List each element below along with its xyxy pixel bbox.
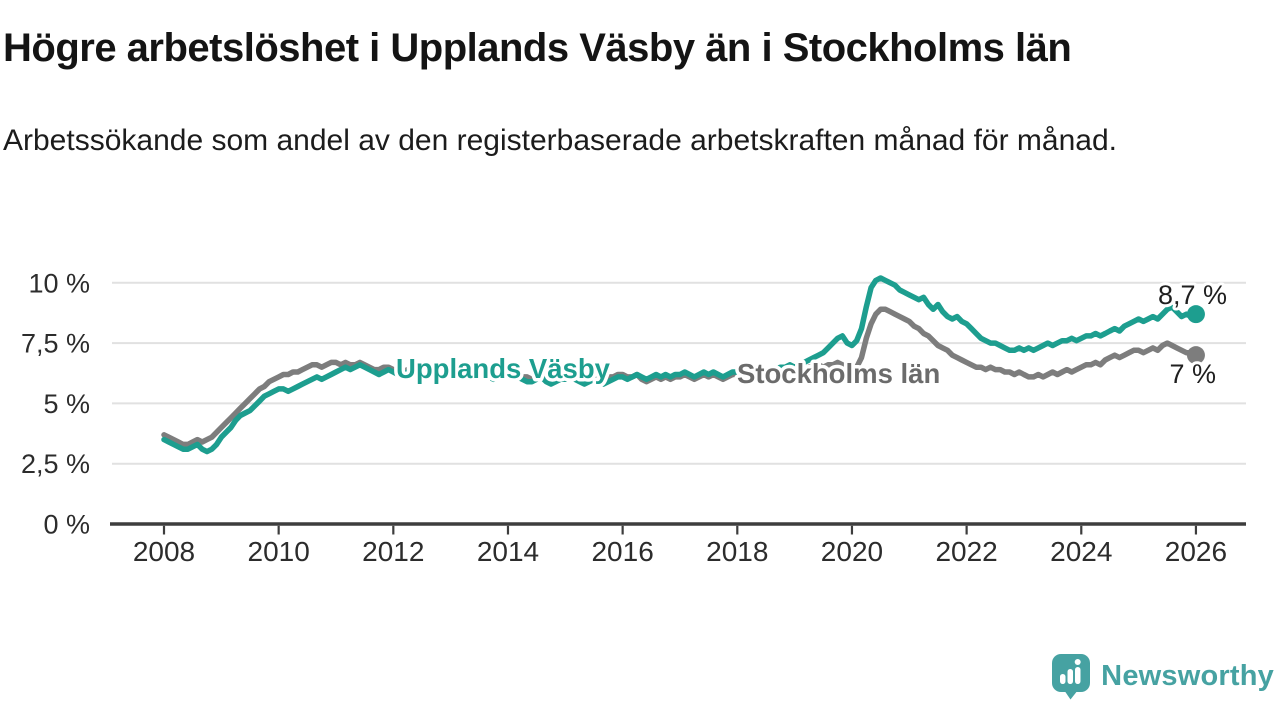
x-axis-tick-label: 2010 — [248, 536, 310, 567]
y-axis-tick-label: 5 % — [43, 389, 90, 419]
y-axis-tick-label: 2,5 % — [21, 449, 90, 479]
newsworthy-logo-icon — [1052, 654, 1091, 700]
series-end-dot-upplands-vasby — [1186, 305, 1205, 324]
end-value-label-stockholms-lan: 7 % — [1169, 359, 1216, 389]
page-title: Högre arbetslöshet i Upplands Väsby än i… — [3, 26, 1072, 70]
x-axis-tick-label: 2008 — [133, 536, 195, 567]
newsworthy-logo-text: Newsworthy — [1101, 660, 1274, 692]
x-axis-tick-label: 2024 — [1050, 536, 1112, 567]
x-axis-tick-label: 2014 — [477, 536, 539, 567]
y-axis-tick-label: 10 % — [28, 268, 90, 298]
end-value-label-upplands-vasby: 8,7 % — [1158, 280, 1227, 310]
y-axis-tick-label: 0 % — [43, 510, 90, 540]
x-axis-tick-label: 2022 — [935, 536, 997, 567]
page-subtitle: Arbetssökande som andel av den registerb… — [3, 124, 1117, 157]
series-label-upplands-vasby: Upplands Väsby — [396, 353, 611, 384]
x-axis-tick-label: 2016 — [591, 536, 653, 567]
chart-overlay: Upplands Väsby Stockholms län 8,7 % 7 % — [393, 277, 1231, 393]
y-axis-tick-label: 7,5 % — [21, 329, 90, 359]
x-axis-tick-label: 2026 — [1165, 536, 1227, 567]
newsworthy-logo: Newsworthy — [1051, 653, 1274, 700]
x-axis-tick-label: 2018 — [706, 536, 768, 567]
series-end-dot-stockholms-lan — [1186, 346, 1205, 365]
x-axis-tick-label: 2012 — [362, 536, 424, 567]
series-line-upplands-vasby — [161, 275, 1199, 455]
x-axis-tick-label: 2020 — [821, 536, 883, 567]
chart-axes-and-series: 0 % 2,5 % 5 % 7,5 % 10 % 2008 2010 2012 2014 2016… — [21, 268, 1246, 567]
series-label-stockholms-lan: Stockholms län — [737, 358, 940, 389]
